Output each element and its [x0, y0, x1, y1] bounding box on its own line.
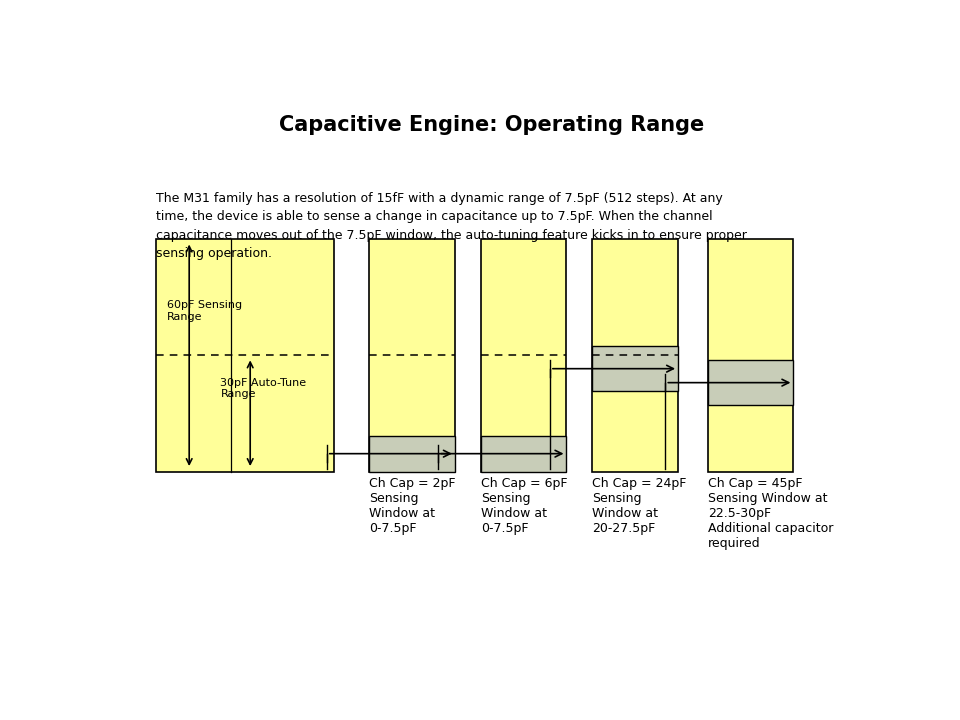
Text: Ch Cap = 24pF
Sensing
Window at
20-27.5pF: Ch Cap = 24pF Sensing Window at 20-27.5p… [592, 477, 686, 535]
Bar [156, 239, 334, 472]
Bar [592, 239, 678, 472]
Bar [481, 436, 566, 472]
Text: 60pF Sensing
Range: 60pF Sensing Range [167, 300, 242, 322]
Bar [481, 239, 566, 472]
Text: Capacitive Engine: Operating Range: Capacitive Engine: Operating Range [279, 115, 705, 135]
Text: Ch Cap = 2pF
Sensing
Window at
0-7.5pF: Ch Cap = 2pF Sensing Window at 0-7.5pF [370, 477, 456, 535]
Text: Ch Cap = 6pF
Sensing
Window at
0-7.5pF: Ch Cap = 6pF Sensing Window at 0-7.5pF [481, 477, 567, 535]
Text: Ch Cap = 45pF
Sensing Window at
22.5-30pF
Additional capacitor
required: Ch Cap = 45pF Sensing Window at 22.5-30p… [708, 477, 833, 550]
Bar [708, 360, 793, 405]
Text: 30pF Auto-Tune
Range: 30pF Auto-Tune Range [221, 378, 306, 400]
Bar [592, 346, 678, 392]
Bar [370, 436, 455, 472]
Text: The M31 family has a resolution of 15fF with a dynamic range of 7.5pF (512 steps: The M31 family has a resolution of 15fF … [156, 192, 747, 260]
Bar [370, 239, 455, 472]
Bar [708, 239, 793, 472]
